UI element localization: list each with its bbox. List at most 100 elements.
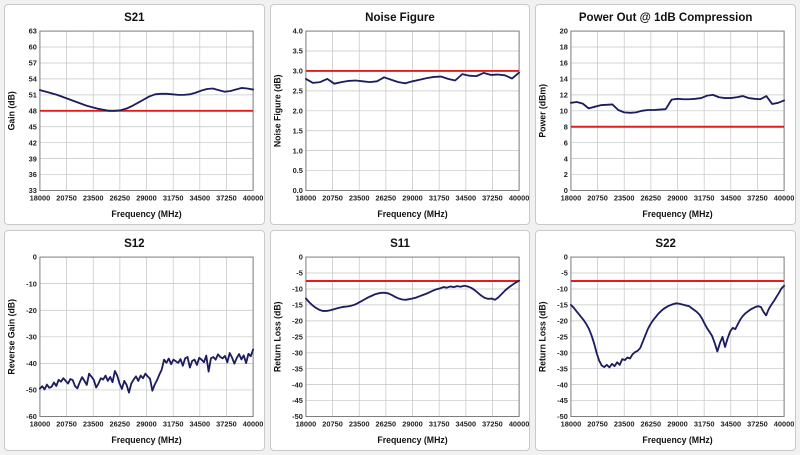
x-tick-label: 20750: [322, 420, 343, 429]
y-tick-label: 42: [29, 138, 37, 147]
x-tick-label: 20750: [56, 194, 77, 203]
series-line: [304, 71, 520, 85]
y-tick-label: 0.5: [292, 166, 302, 175]
y-axis-label: Reverse Gain (dB): [7, 299, 17, 375]
series-line: [38, 87, 255, 112]
x-tick-label: 23500: [614, 420, 635, 429]
x-tick-label: 20750: [588, 194, 609, 203]
x-tick-label: 29000: [402, 420, 423, 429]
y-tick-label: 2: [564, 170, 568, 179]
y-tick-label: -20: [292, 316, 303, 325]
y-tick-label: -20: [557, 316, 568, 325]
y-tick-label: -45: [557, 396, 568, 405]
y-tick-label: -40: [292, 380, 303, 389]
x-tick-label: 34500: [721, 194, 742, 203]
y-axis-label: Power (dBm): [538, 84, 548, 138]
chart-plot-noise-figure: 0.0 0.5 1.0 1.5 2.0 2.5 3.0 3.5 4.0 18000 20750 235…: [271, 25, 530, 224]
x-tick-label: 18000: [561, 194, 582, 203]
x-axis-label: Frequency (MHz): [111, 209, 181, 219]
y-tick-label: -15: [557, 301, 568, 310]
x-tick-label: 26250: [110, 194, 131, 203]
chart-title-s11: S11: [390, 238, 410, 250]
x-tick-label: 34500: [455, 194, 476, 203]
y-tick-label: 33: [29, 186, 37, 195]
x-tick-label: 40000: [243, 194, 264, 203]
chart-canvas-s12: -60 -50 -40 -30 -20 -10 0 18000 20750 23500 26250 2…: [7, 253, 264, 445]
x-tick-label: 29000: [668, 420, 689, 429]
y-tick-label: 63: [29, 27, 37, 36]
y-tick-label: 54: [29, 75, 38, 84]
y-tick-label: -30: [26, 332, 37, 341]
y-tick-label: 0: [298, 253, 302, 262]
y-tick-label: 0: [33, 253, 37, 262]
x-tick-label: 29000: [402, 194, 423, 203]
y-tick-label: 4.0: [292, 27, 302, 36]
y-tick-label: 20: [560, 27, 568, 36]
series-line: [570, 284, 786, 369]
y-axis-label: Gain (dB): [7, 91, 17, 130]
x-tick-label: 31750: [163, 194, 184, 203]
y-tick-label: 45: [29, 122, 37, 131]
x-tick-label: 18000: [30, 194, 51, 203]
y-tick-label: -25: [557, 332, 568, 341]
y-tick-label: -5: [296, 269, 303, 278]
chart-panel-s22: S22 -50 -45 -40 -35 -30 -25 -20 -15 -10 -5 0 18000 2…: [535, 230, 796, 451]
y-tick-label: -30: [292, 348, 303, 357]
plot-border: [570, 256, 785, 418]
x-tick-label: 40000: [508, 420, 529, 429]
y-tick-label: -30: [557, 348, 568, 357]
y-tick-label: 10: [560, 106, 568, 115]
y-tick-label: 18: [560, 43, 568, 52]
x-tick-label: 26250: [641, 194, 662, 203]
y-tick-label: -40: [26, 359, 37, 368]
chart-title-noise-figure: Noise Figure: [365, 12, 435, 24]
y-tick-label: -50: [292, 412, 303, 421]
y-tick-label: 36: [29, 170, 37, 179]
series-line: [304, 279, 520, 312]
x-tick-label: 20750: [322, 194, 343, 203]
y-tick-label: -50: [557, 412, 568, 421]
y-axis-label: Return Loss (dB): [538, 301, 548, 372]
y-tick-label: 60: [29, 43, 37, 52]
y-tick-label: 16: [560, 59, 568, 68]
x-tick-label: 37250: [216, 420, 237, 429]
y-tick-label: 2.5: [292, 87, 302, 96]
y-tick-label: 51: [29, 90, 37, 99]
y-tick-label: -5: [562, 269, 569, 278]
x-tick-label: 31750: [694, 194, 715, 203]
chart-title-s21: S21: [124, 12, 145, 24]
y-tick-label: 14: [560, 75, 569, 84]
x-tick-label: 23500: [349, 194, 370, 203]
x-tick-label: 23500: [83, 420, 104, 429]
plot-border: [305, 256, 520, 418]
y-tick-label: 48: [29, 106, 37, 115]
x-tick-label: 18000: [295, 420, 316, 429]
x-tick-label: 29000: [136, 194, 157, 203]
y-tick-label: -35: [557, 364, 568, 373]
x-tick-label: 31750: [429, 420, 450, 429]
x-tick-label: 29000: [136, 420, 157, 429]
y-tick-label: -10: [292, 285, 303, 294]
x-tick-label: 20750: [588, 420, 609, 429]
x-tick-label: 37250: [747, 420, 768, 429]
y-tick-label: -10: [26, 279, 37, 288]
x-tick-label: 37250: [482, 194, 503, 203]
x-tick-label: 31750: [163, 420, 184, 429]
x-axis-label: Frequency (MHz): [111, 435, 181, 445]
chart-canvas-power-out: 0 2 4 6 8 10 12 14 16 18 20 18000 20750 23500 26250 290…: [538, 27, 795, 219]
chart-panel-s21: S21 33 36 39 42 45 48 51 54 57 60 63 18000 20750 2350…: [4, 4, 265, 225]
chart-plot-power-out: 0 2 4 6 8 10 12 14 16 18 20 18000 20750 23500 26250 290…: [536, 25, 795, 224]
series-line: [38, 348, 255, 394]
chart-title-power-out: Power Out @ 1dB Compression: [578, 12, 753, 24]
x-tick-label: 40000: [243, 420, 264, 429]
y-tick-label: 3.5: [292, 47, 302, 56]
y-tick-label: -50: [26, 386, 37, 395]
y-tick-label: -35: [292, 364, 303, 373]
y-tick-label: 1.5: [292, 126, 302, 135]
chart-title-s12: S12: [124, 238, 145, 250]
y-tick-label: 12: [560, 90, 568, 99]
x-axis-label: Frequency (MHz): [643, 209, 713, 219]
y-tick-label: 57: [29, 59, 37, 68]
